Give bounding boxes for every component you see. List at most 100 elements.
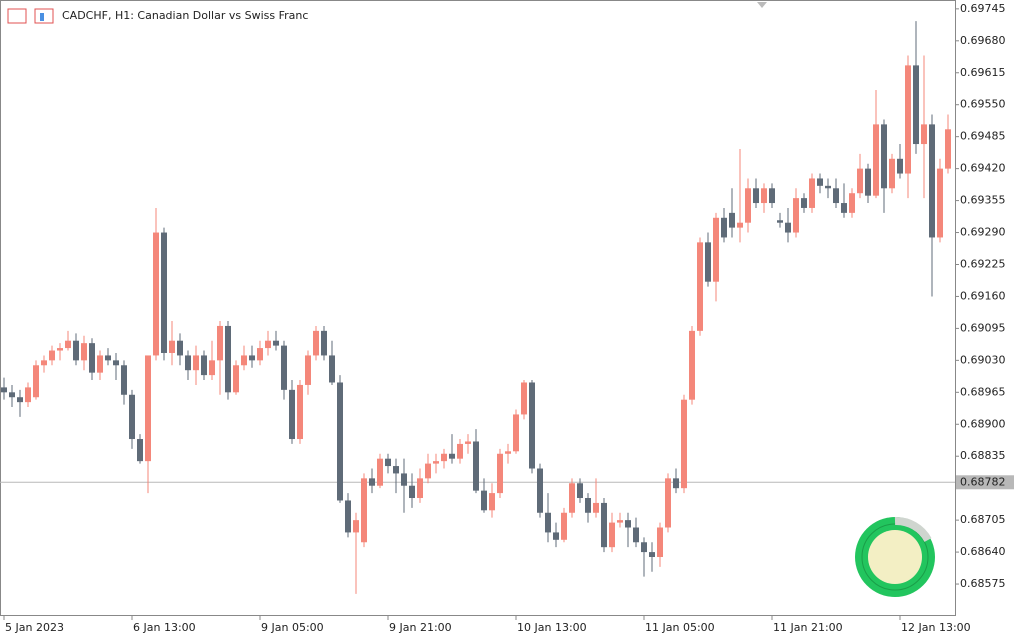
candle-body — [945, 129, 951, 169]
candle-body — [417, 478, 423, 499]
candle-body — [369, 478, 375, 486]
candle-body — [833, 188, 839, 204]
candle-body — [809, 178, 815, 208]
candle-body — [161, 232, 167, 353]
y-tick-label: 0.69030 — [960, 353, 1006, 366]
candle-body — [425, 463, 431, 479]
candle-body — [649, 552, 655, 558]
candle-body — [297, 384, 303, 440]
candle-body — [913, 65, 919, 145]
candle-body — [177, 340, 183, 356]
x-tick-label: 9 Jan 21:00 — [389, 621, 452, 634]
chart-title: CADCHF, H1: Canadian Dollar vs Swiss Fra… — [62, 9, 308, 22]
candle-body — [401, 473, 407, 486]
candle-body — [721, 217, 727, 238]
candle-body — [105, 355, 111, 361]
candle-body — [737, 222, 743, 228]
candle-body — [233, 365, 239, 393]
spread-widget — [855, 517, 935, 597]
candle-body — [601, 502, 607, 548]
candle-body — [73, 340, 79, 361]
candle-body — [849, 193, 855, 213]
candle-body — [441, 453, 447, 462]
candle-body — [41, 360, 47, 366]
candle-body — [577, 483, 583, 499]
candle-body — [585, 498, 591, 513]
candle-body — [625, 520, 631, 528]
candle-body — [241, 355, 247, 366]
toolbar-icons[interactable] — [7, 8, 54, 24]
candle-body — [377, 458, 383, 486]
y-tick-label: 0.69745 — [960, 2, 1006, 15]
y-tick-label: 0.69485 — [960, 130, 1006, 143]
y-tick-label: 0.68705 — [960, 513, 1006, 526]
candle-body — [249, 355, 255, 361]
candle-body — [353, 520, 359, 533]
y-tick-label: 0.69290 — [960, 226, 1006, 239]
candle-body — [505, 451, 511, 454]
icon[interactable] — [7, 8, 27, 24]
candle-body — [801, 198, 807, 208]
candle-body — [129, 394, 135, 440]
candle-body — [825, 185, 831, 189]
icon-part — [40, 13, 44, 21]
candle-body — [689, 330, 695, 400]
scroll-marker — [757, 2, 767, 8]
x-tick-label: 11 Jan 21:00 — [773, 621, 843, 634]
y-tick-label: 0.68575 — [960, 577, 1006, 590]
candle-body — [665, 478, 671, 528]
y-tick-label: 0.69680 — [960, 34, 1006, 47]
candle-body — [209, 360, 215, 376]
candle-body — [121, 365, 127, 395]
candle-body — [545, 512, 551, 533]
candle-body — [409, 485, 415, 499]
widget-arc — [894, 517, 932, 543]
candle-body — [769, 188, 775, 204]
candle-body — [201, 355, 207, 376]
candle-body — [937, 168, 943, 238]
candle-body — [289, 389, 295, 440]
candle-body — [345, 500, 351, 533]
candle-body — [777, 220, 783, 223]
candle-body — [473, 441, 479, 491]
candle-body — [185, 355, 191, 371]
x-tick-label: 9 Jan 05:00 — [261, 621, 324, 634]
candle-body — [97, 355, 103, 373]
candle-body — [521, 382, 527, 415]
candle-body — [705, 242, 711, 282]
candle-body — [497, 453, 503, 494]
candle-body — [457, 443, 463, 459]
plot-frame — [0, 0, 956, 616]
candle-body — [25, 387, 31, 403]
candle-body — [617, 520, 623, 523]
y-tick-label: 0.69225 — [960, 257, 1006, 270]
candle-body — [793, 198, 799, 233]
candle-body — [817, 178, 823, 186]
x-tick-label: 5 Jan 2023 — [5, 621, 64, 634]
candle-body — [449, 453, 455, 459]
y-tick-label: 0.69160 — [960, 289, 1006, 302]
candle-body — [745, 188, 751, 223]
y-tick-label: 0.68900 — [960, 417, 1006, 430]
candle-body — [697, 242, 703, 331]
candle-body — [329, 355, 335, 383]
candle-body — [337, 382, 343, 501]
candle-body — [281, 345, 287, 390]
candle-body — [265, 340, 271, 349]
candle-body — [481, 490, 487, 511]
candle-body — [169, 340, 175, 353]
candle-body — [217, 325, 223, 361]
candle-body — [33, 365, 39, 398]
candle-body — [81, 343, 87, 361]
candle-body — [641, 542, 647, 553]
candle-body — [257, 348, 263, 361]
candle-body — [865, 168, 871, 196]
candle-body — [657, 527, 663, 558]
candle-body — [553, 532, 559, 540]
candle-body — [1, 387, 7, 393]
candle-body — [609, 522, 615, 548]
candle-body — [433, 461, 439, 464]
candle-body — [49, 350, 55, 361]
